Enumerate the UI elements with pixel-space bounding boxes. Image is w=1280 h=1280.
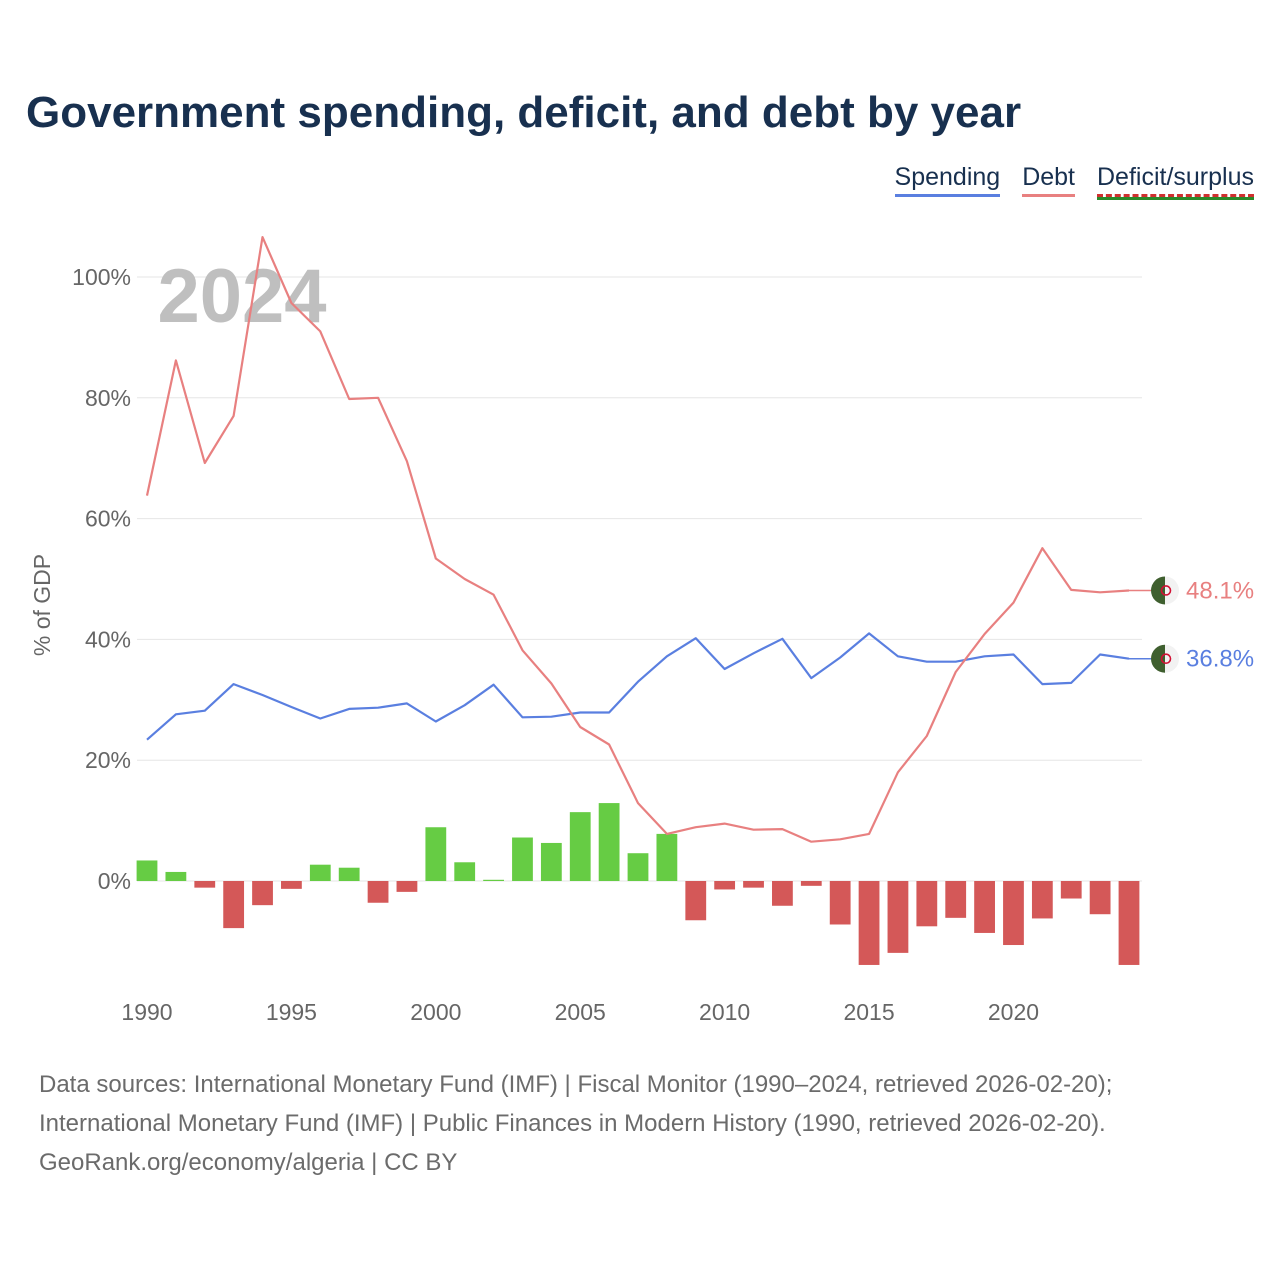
x-tick-label: 2000 bbox=[410, 999, 461, 1025]
surplus-bar bbox=[540, 842, 562, 881]
flag-green-half bbox=[1151, 644, 1165, 673]
y-tick-label: 100% bbox=[72, 264, 131, 290]
x-tick-label: 2020 bbox=[988, 999, 1039, 1025]
legend-spending[interactable]: Spending bbox=[894, 163, 1001, 197]
deficit-bar bbox=[772, 881, 793, 906]
flag-crescent bbox=[1160, 585, 1172, 596]
surplus-bar bbox=[483, 879, 504, 881]
x-tick-label: 2005 bbox=[555, 999, 606, 1025]
deficit-bar bbox=[252, 881, 273, 906]
surplus-bar bbox=[627, 853, 649, 881]
surplus-bar bbox=[309, 864, 331, 881]
footer: Data sources: International Monetary Fun… bbox=[39, 1065, 1112, 1182]
x-tick-label: 1990 bbox=[121, 999, 172, 1025]
legend-deficit[interactable]: Deficit/surplus bbox=[1097, 163, 1254, 197]
deficit-bar bbox=[223, 881, 245, 929]
deficit-bar bbox=[1089, 881, 1111, 915]
deficit-bars bbox=[136, 803, 1140, 965]
spending-flag-marker bbox=[1151, 644, 1179, 673]
x-tick-label: 2015 bbox=[843, 999, 894, 1025]
deficit-bar bbox=[800, 881, 822, 886]
surplus-bar bbox=[569, 812, 591, 881]
y-tick-label: 80% bbox=[85, 385, 131, 411]
deficit-bar bbox=[685, 881, 707, 921]
surplus-bar bbox=[136, 860, 158, 881]
flag-green-half bbox=[1151, 576, 1165, 605]
debt-line bbox=[145, 236, 1130, 843]
surplus-bar bbox=[425, 827, 447, 881]
deficit-bar bbox=[194, 881, 216, 888]
year-watermark: 2024 bbox=[157, 254, 326, 339]
deficit-bar bbox=[1118, 881, 1140, 965]
flag-crescent bbox=[1160, 653, 1172, 665]
deficit-bar bbox=[743, 881, 764, 888]
spending-end-label: 36.8% bbox=[1186, 646, 1254, 673]
deficit-bar bbox=[916, 881, 938, 927]
surplus-bar bbox=[512, 837, 533, 881]
surplus-bar bbox=[598, 803, 620, 881]
spending-line bbox=[146, 632, 1130, 741]
deficit-bar bbox=[714, 881, 736, 890]
deficit-bar bbox=[1003, 881, 1024, 946]
y-tick-label: 20% bbox=[85, 747, 131, 773]
y-tick-label: 60% bbox=[85, 506, 131, 532]
y-axis-label: % of GDP bbox=[29, 554, 55, 656]
legend-debt[interactable]: Debt bbox=[1022, 163, 1075, 197]
credit-line[interactable]: GeoRank.org/economy/algeria | CC BY bbox=[39, 1149, 458, 1176]
deficit-bar bbox=[945, 881, 967, 918]
deficit-bar bbox=[281, 881, 302, 889]
legend: Spending Debt Deficit/surplus bbox=[894, 163, 1254, 197]
deficit-bar bbox=[887, 881, 909, 953]
surplus-bar bbox=[165, 871, 187, 881]
source-line-2: International Monetary Fund (IMF) | Publ… bbox=[39, 1110, 1106, 1137]
deficit-bar bbox=[974, 881, 995, 933]
x-tick-label: 2010 bbox=[699, 999, 750, 1025]
y-tick-label: 0% bbox=[98, 868, 131, 894]
surplus-bar bbox=[656, 833, 678, 881]
source-line-1: Data sources: International Monetary Fun… bbox=[39, 1071, 1113, 1098]
deficit-bar bbox=[396, 881, 418, 892]
deficit-bar bbox=[858, 881, 880, 965]
deficit-bar bbox=[367, 881, 389, 903]
x-tick-label: 1995 bbox=[266, 999, 317, 1025]
chart-area: 0% 20% 40% 60% 80% 100% % of GDP 1990 1995 2000 20… bbox=[29, 236, 1254, 1025]
debt-flag-marker bbox=[1151, 576, 1179, 605]
surplus-bar bbox=[454, 862, 476, 881]
y-tick-label: 40% bbox=[85, 626, 131, 652]
deficit-bar bbox=[829, 881, 851, 925]
deficit-bar bbox=[1060, 881, 1082, 899]
surplus-bar bbox=[338, 867, 360, 881]
debt-end-label: 48.1% bbox=[1186, 577, 1254, 604]
deficit-bar bbox=[1031, 881, 1053, 919]
chart-title: Government spending, deficit, and debt b… bbox=[26, 88, 1022, 137]
